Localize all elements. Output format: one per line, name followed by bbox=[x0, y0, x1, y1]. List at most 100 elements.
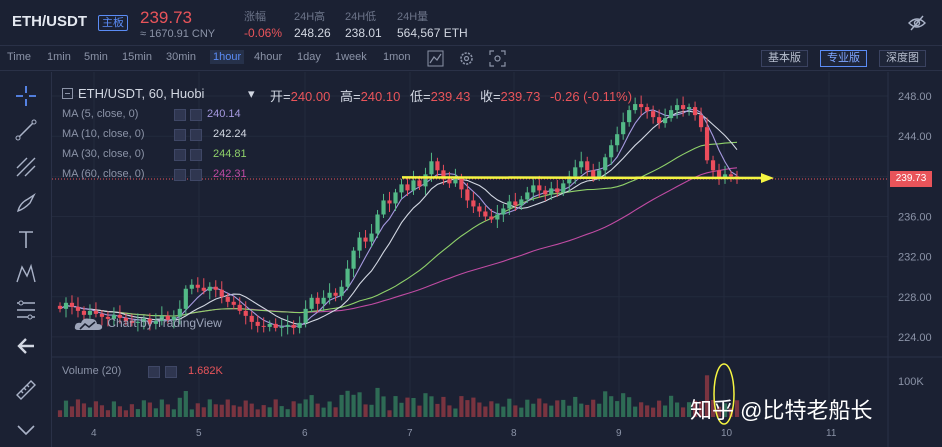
view-depth-button[interactable]: 深度图 bbox=[879, 50, 926, 67]
tf-4hour[interactable]: 4hour bbox=[254, 51, 283, 63]
volume-bar bbox=[657, 400, 662, 417]
volume-bar bbox=[417, 405, 422, 417]
tf-1mon[interactable]: 1mon bbox=[383, 51, 411, 63]
candle-body bbox=[321, 297, 326, 304]
volume-bar bbox=[465, 400, 470, 417]
tf-1min[interactable]: 1min bbox=[47, 51, 71, 63]
settings-gear-icon[interactable] bbox=[458, 50, 475, 67]
time-tick-label: 4 bbox=[91, 428, 97, 439]
volume-close-icon[interactable] bbox=[165, 366, 177, 378]
candle-body bbox=[381, 200, 386, 215]
price-tick-label: 236.00 bbox=[898, 211, 932, 223]
candle-body bbox=[237, 304, 242, 311]
ma30-label[interactable]: MA (30, close, 0) bbox=[62, 148, 145, 160]
candle-body bbox=[483, 211, 488, 217]
view-basic-button[interactable]: 基本版 bbox=[761, 50, 808, 67]
volume-bar bbox=[339, 394, 344, 417]
ma-close-icon[interactable] bbox=[190, 109, 202, 121]
volume-bar bbox=[291, 401, 296, 417]
tf-5min[interactable]: 5min bbox=[84, 51, 108, 63]
tf-1week[interactable]: 1week bbox=[335, 51, 367, 63]
candle-body bbox=[159, 315, 164, 321]
chart-type-icon[interactable] bbox=[427, 50, 444, 67]
ma60-label[interactable]: MA (60, close, 0) bbox=[62, 168, 145, 180]
volume-bar bbox=[225, 399, 230, 417]
ma-settings-icon[interactable] bbox=[174, 109, 186, 121]
back-arrow-icon[interactable] bbox=[14, 334, 38, 358]
candle-body bbox=[183, 288, 188, 309]
candle-body bbox=[698, 115, 704, 128]
tf-1day[interactable]: 1day bbox=[297, 51, 321, 63]
ma10-path bbox=[59, 110, 738, 326]
pair-name[interactable]: ETH/USDT bbox=[12, 13, 87, 30]
ruler-icon[interactable] bbox=[14, 378, 38, 402]
ma-settings-icon[interactable] bbox=[174, 169, 186, 181]
volume-bar bbox=[357, 392, 362, 417]
candle-body bbox=[561, 183, 566, 193]
candle-body bbox=[722, 174, 728, 178]
ma10-label[interactable]: MA (10, close, 0) bbox=[62, 128, 145, 140]
ma-settings-icon[interactable] bbox=[174, 129, 186, 141]
price-chart[interactable]: 248.00 244.00 240.00 236.00 232.00 228.00 224.… bbox=[52, 72, 942, 447]
ma5-label[interactable]: MA (5, close, 0) bbox=[62, 108, 139, 120]
text-tool-icon[interactable] bbox=[14, 227, 38, 251]
volume-bar bbox=[633, 406, 638, 417]
fib-icon[interactable] bbox=[14, 298, 38, 322]
volume-bar bbox=[663, 405, 668, 417]
screenshot-icon[interactable] bbox=[489, 50, 506, 67]
volume-label[interactable]: Volume (20) bbox=[62, 365, 122, 377]
collapse-chevron-icon[interactable] bbox=[14, 418, 38, 442]
candle-body bbox=[135, 321, 140, 323]
pattern-icon[interactable] bbox=[14, 262, 38, 286]
volume-bar bbox=[63, 400, 69, 417]
legend-collapse-icon[interactable] bbox=[62, 88, 74, 100]
ma-close-icon[interactable] bbox=[190, 129, 202, 141]
view-pro-button[interactable]: 专业版 bbox=[820, 50, 867, 67]
candle-body bbox=[177, 308, 182, 317]
volume-bar bbox=[734, 400, 740, 417]
volume-bar bbox=[303, 399, 308, 417]
ma-settings-icon[interactable] bbox=[174, 149, 186, 161]
brush-icon[interactable] bbox=[14, 191, 38, 215]
ohlc-close-val: 239.73 bbox=[500, 89, 541, 104]
volume-bar bbox=[321, 407, 326, 417]
candle-body bbox=[513, 201, 518, 206]
volume-bar bbox=[237, 406, 242, 417]
volume-bar bbox=[489, 401, 494, 417]
pitchfork-icon[interactable] bbox=[14, 155, 38, 179]
tf-15min[interactable]: 15min bbox=[122, 51, 152, 63]
volume-bar bbox=[387, 410, 392, 417]
candle-body bbox=[297, 322, 302, 328]
candle-body bbox=[639, 104, 644, 108]
candle-body bbox=[405, 184, 410, 191]
volume-bar bbox=[375, 387, 380, 417]
symbol-dropdown-icon[interactable]: ▾ bbox=[248, 86, 255, 101]
volume-bar bbox=[171, 409, 176, 417]
tf-30min[interactable]: 30min bbox=[166, 51, 196, 63]
volume-bar bbox=[69, 406, 75, 417]
volume-bar bbox=[165, 404, 170, 417]
candle-body bbox=[674, 105, 680, 111]
chart-grid bbox=[52, 72, 888, 417]
candle-body bbox=[111, 314, 117, 319]
volume-bar bbox=[327, 401, 332, 417]
volume-bar bbox=[615, 401, 620, 417]
candle-body bbox=[537, 185, 542, 191]
stat-high: 24H高 248.26 bbox=[294, 10, 331, 42]
chart-symbol[interactable]: ETH/USDT, 60, Huobi bbox=[78, 86, 205, 101]
crosshair-icon[interactable] bbox=[14, 84, 38, 108]
hide-eye-icon[interactable] bbox=[908, 15, 926, 31]
volume-bar bbox=[231, 405, 236, 417]
volume-bar bbox=[501, 406, 506, 417]
tf-time[interactable]: Time bbox=[7, 51, 32, 63]
ma-close-icon[interactable] bbox=[190, 169, 202, 181]
ma-close-icon[interactable] bbox=[190, 149, 202, 161]
candle-body bbox=[627, 110, 632, 123]
time-tick-label: 5 bbox=[196, 428, 202, 439]
volume-bar bbox=[435, 403, 440, 417]
volume-settings-icon[interactable] bbox=[148, 366, 160, 378]
tf-1hour[interactable]: 1hour bbox=[210, 50, 245, 64]
candle-body bbox=[249, 315, 254, 322]
trendline-icon[interactable] bbox=[14, 118, 38, 142]
tradingview-logo[interactable]: Chart by TradingView bbox=[74, 316, 222, 332]
